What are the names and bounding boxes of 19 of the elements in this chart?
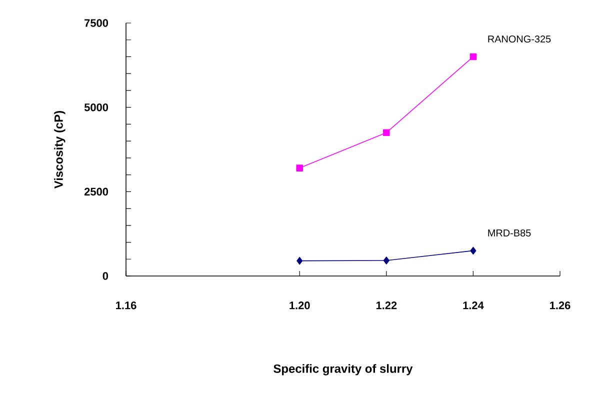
point xyxy=(383,256,390,264)
point xyxy=(296,256,303,265)
point xyxy=(470,53,477,60)
x-tick-label: 1.20 xyxy=(290,302,310,310)
y-tick-label: 2500 xyxy=(84,188,108,196)
x-tick-label: 1.24 xyxy=(463,302,484,310)
y-axis-title: Viscosity (cP) xyxy=(54,111,66,189)
point xyxy=(296,164,303,172)
series-label: MRD-B85 xyxy=(488,229,531,236)
x-axis-title: Specific gravity of slurry xyxy=(274,364,413,376)
x-tick-label: 1.22 xyxy=(376,302,397,310)
y-tick-label: 0 xyxy=(102,272,108,280)
x-tick-label: 1.26 xyxy=(550,302,570,310)
y-tick-label: 5000 xyxy=(84,103,108,112)
x-tick-label: 1.16 xyxy=(116,302,136,310)
point xyxy=(383,129,390,136)
point xyxy=(470,246,476,255)
series-label: RANONG-325 xyxy=(488,35,551,43)
y-tick-label: 7500 xyxy=(84,19,108,27)
